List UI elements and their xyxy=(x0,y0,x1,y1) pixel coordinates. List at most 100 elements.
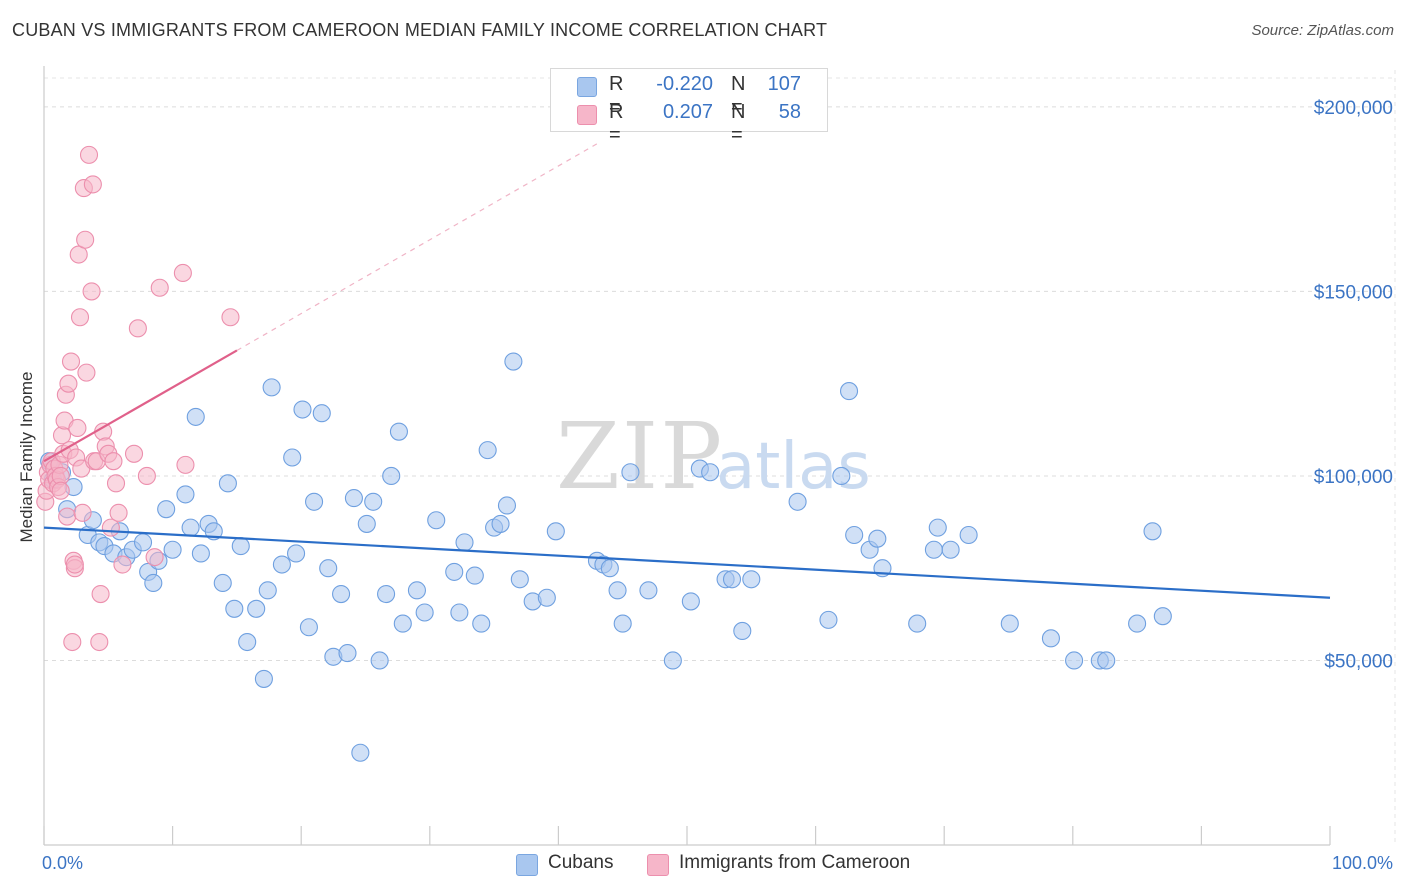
legend-n-value-cubans: 107 xyxy=(767,73,801,95)
cubans-point xyxy=(312,404,331,423)
cubans-point xyxy=(377,584,396,604)
legend-r-value-cubans: -0.220 xyxy=(656,73,713,95)
cubans-point xyxy=(722,570,742,589)
cubans-point xyxy=(218,474,237,493)
tick-labels: $50,000 $100,000 $150,000 $200,000 0.0% 100.0… xyxy=(42,98,1393,873)
legend-n-label: N = xyxy=(731,73,746,118)
cubans-point xyxy=(450,603,469,622)
cameroon-trend-extension xyxy=(236,143,598,351)
cubans-point xyxy=(504,352,523,371)
legend-r-value-cameroon: 0.207 xyxy=(662,101,713,123)
cubans-point xyxy=(537,588,556,607)
cubans-point xyxy=(389,422,408,441)
cameroon-point xyxy=(68,418,87,438)
cameroon-point xyxy=(59,374,78,393)
legend-r-label: R = xyxy=(609,73,624,118)
series-cubans-points xyxy=(40,352,1172,762)
cubans-point xyxy=(231,537,250,556)
cameroon-point xyxy=(106,474,126,493)
cameroon-point xyxy=(109,503,128,522)
cubans-point xyxy=(181,518,200,537)
watermark-atlas: atlas xyxy=(716,430,871,504)
cameroon-point xyxy=(128,319,147,338)
cameroon-point xyxy=(58,507,77,526)
cubans-point xyxy=(959,525,978,545)
cubans-point xyxy=(213,573,232,593)
cameroon-point xyxy=(145,548,164,567)
cubans-point xyxy=(928,518,947,537)
cameroon-point xyxy=(173,263,192,283)
cubans-point xyxy=(908,614,927,633)
legend-swatch-cubans xyxy=(577,77,597,97)
cubans-point xyxy=(924,540,943,559)
cubans-point xyxy=(427,511,446,530)
cubans-point xyxy=(839,382,859,401)
cameroon-trend-line xyxy=(43,349,238,463)
cubans-point xyxy=(1097,651,1116,670)
cameroon-point xyxy=(70,308,90,327)
cubans-point xyxy=(338,644,357,663)
y-tick-label: $200,000 xyxy=(1314,98,1393,119)
watermark-zip: ZIP xyxy=(556,403,724,510)
cubans-point xyxy=(621,463,640,482)
cubans-point xyxy=(262,378,281,397)
cubans-point xyxy=(319,559,338,578)
cubans-point xyxy=(510,570,529,589)
cubans-point xyxy=(639,581,658,600)
cameroon-point xyxy=(90,632,109,652)
cubans-point xyxy=(1065,651,1084,670)
cameroon-point xyxy=(113,555,132,574)
legend-swatch-cameroon xyxy=(577,105,597,125)
bottom-legend-label-cameroon: Immigrants from Cameroon xyxy=(679,852,911,873)
cubans-point xyxy=(1000,614,1019,633)
cubans-point xyxy=(491,514,510,533)
cameroon-point xyxy=(63,632,82,652)
y-tick-label: $50,000 xyxy=(1324,651,1393,672)
cameroon-point xyxy=(76,230,95,249)
cubans-point xyxy=(1041,629,1060,648)
cubans-trend-line xyxy=(43,526,1331,599)
x-tick-label: 0.0% xyxy=(42,853,83,873)
cameroon-point xyxy=(83,175,102,194)
cubans-point xyxy=(357,514,376,533)
cubans-point xyxy=(465,566,484,585)
cubans-point xyxy=(305,492,324,511)
cubans-point xyxy=(701,463,720,482)
legend-n-value-cameroon: 58 xyxy=(778,101,801,123)
cameroon-point xyxy=(65,555,84,574)
cubans-point xyxy=(344,489,363,508)
cubans-point xyxy=(608,581,627,600)
cubans-point xyxy=(663,651,682,670)
cameroon-point xyxy=(124,444,144,463)
bottom-legend-swatch-cubans xyxy=(516,854,538,876)
cameroon-point xyxy=(61,352,81,371)
y-axis-label: Median Family Income xyxy=(17,371,36,542)
cubans-point xyxy=(293,400,312,419)
cubans-point xyxy=(742,570,761,589)
cubans-point xyxy=(176,485,195,504)
cubans-point xyxy=(733,621,752,641)
bottom-legend-swatch-cameroon xyxy=(647,854,669,876)
correlation-legend: R = -0.220 N = 107 R = 0.207 N = 58 xyxy=(550,68,828,146)
cubans-point xyxy=(157,500,176,519)
cubans-point xyxy=(186,407,205,426)
cubans-point xyxy=(600,559,619,578)
y-tick-label: $100,000 xyxy=(1314,467,1393,488)
cubans-point xyxy=(613,614,632,633)
cubans-point xyxy=(287,544,306,563)
cubans-point xyxy=(332,584,351,604)
cameroon-point xyxy=(73,503,92,522)
cubans-point xyxy=(445,562,464,581)
cubans-point xyxy=(238,632,257,652)
cameroon-point xyxy=(176,455,195,474)
cubans-point xyxy=(415,603,434,622)
cameroon-point xyxy=(91,584,110,604)
cubans-point xyxy=(546,522,565,541)
cameroon-point xyxy=(137,466,156,486)
cubans-point xyxy=(370,651,389,670)
cubans-point xyxy=(497,496,517,515)
cameroon-point xyxy=(104,452,123,471)
cubans-point xyxy=(163,540,182,559)
cubans-point xyxy=(681,592,700,611)
